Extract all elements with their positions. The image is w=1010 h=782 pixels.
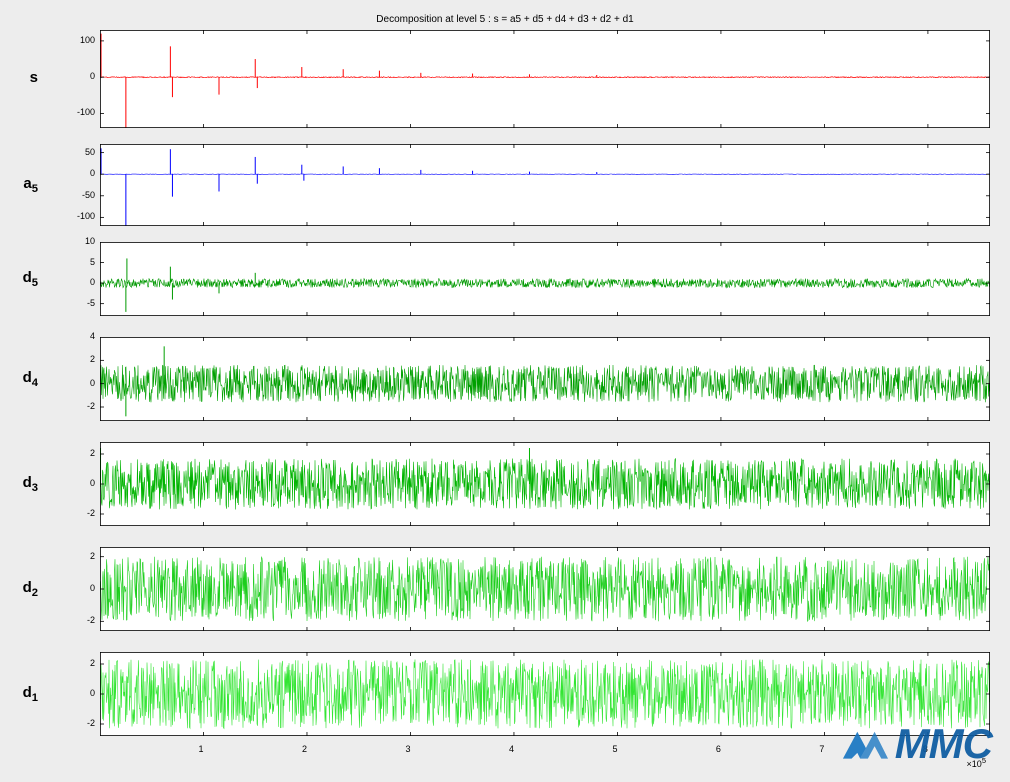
panel-s: s-1000100: [100, 30, 990, 128]
ytick-label: 0: [90, 71, 95, 81]
ytick-label: 0: [90, 168, 95, 178]
xtick-label: 5: [612, 744, 617, 754]
plot-d2: [100, 547, 990, 631]
xtick-label: 4: [509, 744, 514, 754]
ytick-label: -2: [87, 615, 95, 625]
ytick-label: 0: [90, 478, 95, 488]
xtick-label: 2: [302, 744, 307, 754]
ytick-label: 5: [90, 257, 95, 267]
panel-label-d4: d4: [0, 369, 38, 389]
ytick-label: 0: [90, 277, 95, 287]
ytick-label: 4: [90, 331, 95, 341]
ytick-label: 0: [90, 583, 95, 593]
ytick-label: 2: [90, 448, 95, 458]
panel-label-d5: d5: [0, 269, 38, 289]
watermark: MMC: [841, 720, 992, 768]
ytick-label: 0: [90, 378, 95, 388]
ytick-label: -2: [87, 508, 95, 518]
ytick-label: 0: [90, 688, 95, 698]
figure-container: Decomposition at level 5 : s = a5 + d5 +…: [0, 0, 1010, 782]
ytick-label: -100: [77, 107, 95, 117]
panel-d2: d2-202: [100, 547, 990, 631]
watermark-text: MMC: [895, 720, 992, 768]
xtick-label: 6: [716, 744, 721, 754]
plot-d3: [100, 442, 990, 526]
ytick-label: -2: [87, 401, 95, 411]
panel-label-d1: d1: [0, 684, 38, 704]
ytick-label: 2: [90, 551, 95, 561]
plot-a5: [100, 144, 990, 226]
panel-label-s: s: [0, 69, 38, 86]
ytick-label: -5: [87, 298, 95, 308]
ytick-label: -2: [87, 718, 95, 728]
panel-d3: d3-202: [100, 442, 990, 526]
ytick-label: 2: [90, 354, 95, 364]
ytick-label: -100: [77, 211, 95, 221]
ytick-label: 10: [85, 236, 95, 246]
xtick-label: 7: [819, 744, 824, 754]
ytick-label: 50: [85, 147, 95, 157]
panel-label-d2: d2: [0, 579, 38, 599]
plot-d4: [100, 337, 990, 421]
panel-label-d3: d3: [0, 474, 38, 494]
plot-s: [100, 30, 990, 128]
xtick-label: 3: [405, 744, 410, 754]
ytick-label: -50: [82, 190, 95, 200]
xtick-label: 1: [198, 744, 203, 754]
figure-title: Decomposition at level 5 : s = a5 + d5 +…: [0, 14, 1010, 25]
plot-d5: [100, 242, 990, 316]
mmc-logo-icon: [841, 727, 889, 762]
panel-a5: a5-100-50050: [100, 144, 990, 226]
panel-d4: d4-2024: [100, 337, 990, 421]
panel-label-a5: a5: [0, 175, 38, 195]
ytick-label: 2: [90, 658, 95, 668]
ytick-label: 100: [80, 35, 95, 45]
panel-d5: d5-50510: [100, 242, 990, 316]
